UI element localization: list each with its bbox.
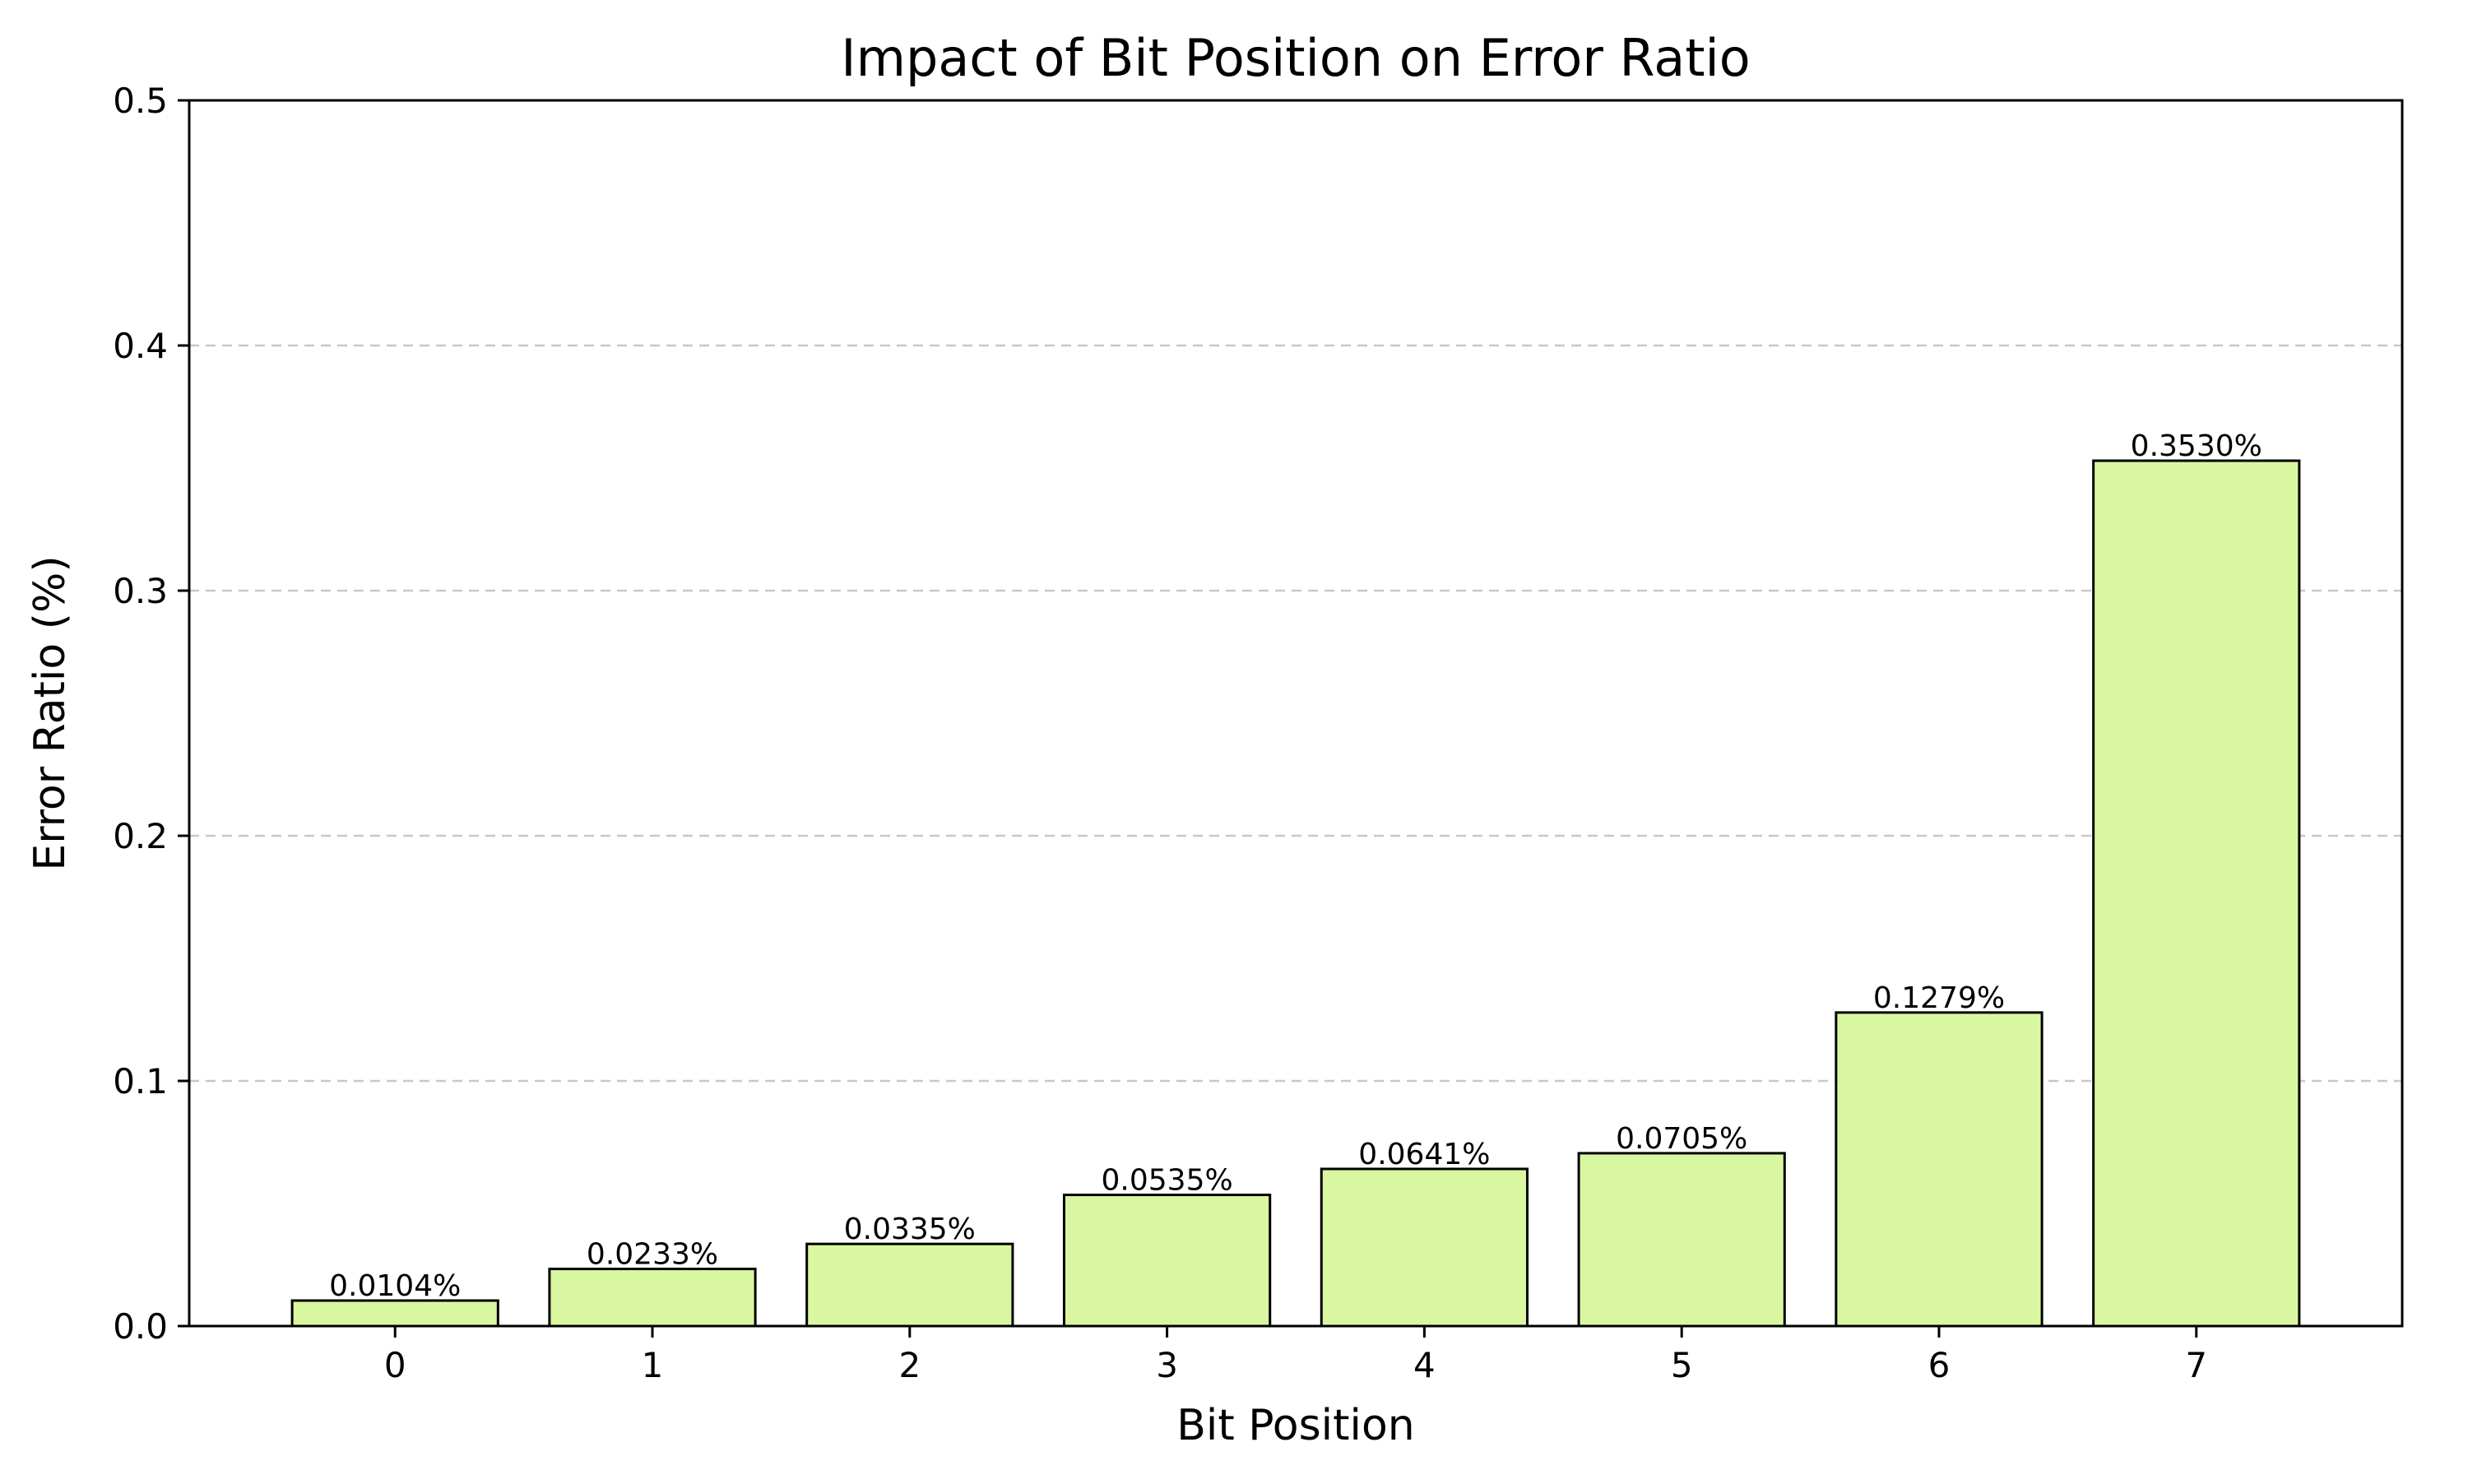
x-axis: 0 1 2 3 4 5 6 7 bbox=[384, 1326, 2207, 1385]
y-tick-label: 0.0 bbox=[113, 1306, 168, 1347]
x-tick-label: 0 bbox=[384, 1345, 406, 1385]
x-tick-label: 3 bbox=[1156, 1345, 1178, 1385]
y-tick-label: 0.5 bbox=[113, 81, 168, 121]
bar-value-label: 0.1279% bbox=[1873, 981, 2005, 1015]
bar-value-label: 0.0705% bbox=[1616, 1122, 1747, 1156]
plot-frame bbox=[188, 99, 2404, 1328]
bar-5 bbox=[1577, 1152, 1786, 1328]
bar-value-label: 0.0335% bbox=[844, 1213, 976, 1246]
x-tick-label: 7 bbox=[2185, 1345, 2207, 1385]
y-tick-label: 0.4 bbox=[113, 326, 168, 366]
y-axis: 0.0 0.1 0.2 0.3 0.4 0.5 bbox=[113, 81, 189, 1347]
x-tick-label: 2 bbox=[898, 1345, 921, 1385]
bar-value-label: 0.0535% bbox=[1102, 1164, 1233, 1198]
y-tick-label: 0.2 bbox=[113, 816, 168, 856]
x-tick-label: 6 bbox=[1928, 1345, 1951, 1385]
bar-3 bbox=[1062, 1194, 1272, 1328]
chart-title: Impact of Bit Position on Error Ratio bbox=[841, 28, 1750, 88]
x-axis-title: Bit Position bbox=[1176, 1401, 1415, 1450]
bars bbox=[290, 459, 2301, 1328]
bar-7 bbox=[2092, 459, 2301, 1328]
bar-value-label: 0.0104% bbox=[329, 1269, 461, 1303]
x-tick-label: 5 bbox=[1671, 1345, 1693, 1385]
bar-0 bbox=[290, 1299, 499, 1328]
bar-1 bbox=[548, 1268, 757, 1328]
x-tick-label: 1 bbox=[642, 1345, 664, 1385]
bar-value-label: 0.0233% bbox=[587, 1238, 718, 1272]
y-tick-label: 0.1 bbox=[113, 1061, 168, 1101]
bar-value-label: 0.0641% bbox=[1358, 1138, 1490, 1171]
gridlines bbox=[189, 344, 2402, 1083]
bar-6 bbox=[1835, 1011, 2044, 1328]
bar-value-labels: 0.0104% 0.0233% 0.0335% 0.0535% 0.0641% 0.070… bbox=[329, 429, 2262, 1303]
y-axis-title: Error Ratio (%) bbox=[26, 555, 75, 870]
y-tick-label: 0.3 bbox=[113, 571, 168, 611]
bar-value-label: 0.3530% bbox=[2131, 429, 2262, 463]
bar-2 bbox=[805, 1242, 1014, 1328]
x-tick-label: 4 bbox=[1413, 1345, 1436, 1385]
bar-4 bbox=[1320, 1167, 1529, 1328]
